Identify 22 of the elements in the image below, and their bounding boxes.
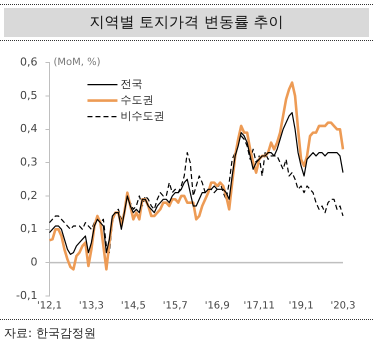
y-tick-label: 0,2: [20, 188, 38, 202]
x-tick-label: '19,1: [288, 300, 314, 312]
x-tick-label: '12,1: [36, 300, 62, 312]
y-tick-label: 0,5: [20, 88, 38, 102]
y-tick-label: 0,6: [20, 55, 38, 68]
y-tick-label: -0,1: [16, 288, 38, 302]
legend-label: 비수도권: [120, 109, 164, 122]
y-tick-label: 0: [30, 256, 38, 269]
legend-label: 전국: [120, 77, 142, 90]
legend-label: 수도권: [120, 93, 154, 106]
y-tick-label: 0,4: [20, 122, 38, 136]
text: 자료: 한국감정원: [4, 325, 96, 342]
x-tick-label: '17,11: [243, 300, 275, 312]
chart-title: 지역별 토지가격 변동률 추이: [4, 8, 369, 37]
x-tick-label: '16,9: [204, 300, 230, 312]
x-tick-label: '15,7: [162, 300, 188, 312]
x-tick-label: '13,3: [78, 300, 104, 312]
y-axis-title: (MoM, %): [53, 57, 101, 68]
y-tick-label: 0,1: [20, 222, 38, 236]
x-tick-label: '20,3: [330, 300, 356, 312]
y-tick-label: 0,3: [20, 155, 38, 168]
x-tick-label: '14,5: [120, 300, 146, 312]
